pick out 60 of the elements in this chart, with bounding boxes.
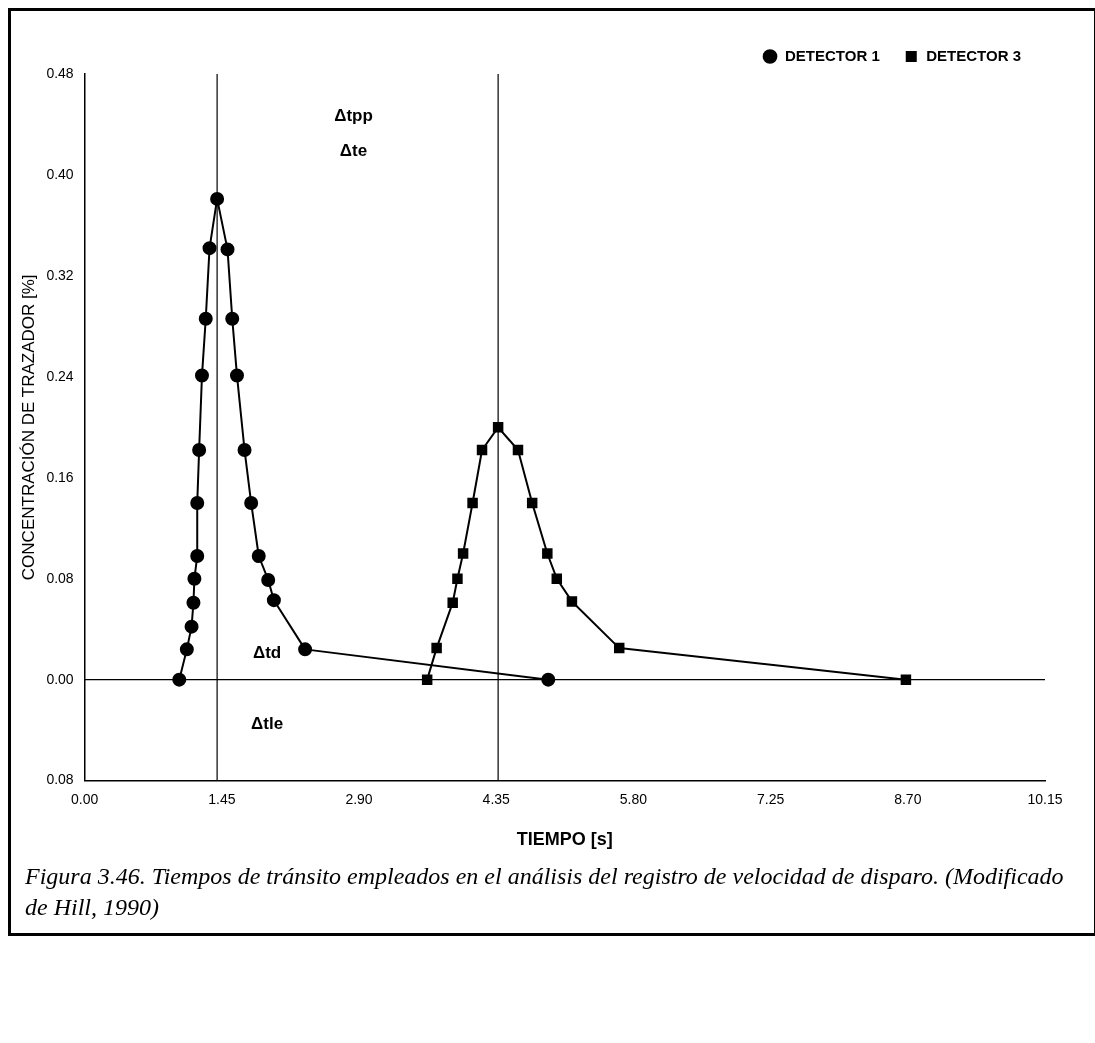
y-tick-label: 0.24 bbox=[46, 367, 74, 384]
point bbox=[261, 572, 276, 587]
legend-label: DETECTOR 3 bbox=[926, 46, 1022, 64]
point bbox=[184, 619, 199, 634]
point bbox=[452, 573, 463, 584]
point bbox=[467, 497, 478, 509]
point bbox=[192, 443, 207, 458]
point bbox=[900, 674, 912, 685]
x-tick-label: 8.70 bbox=[894, 790, 922, 807]
point bbox=[187, 571, 202, 586]
annotation: Δtle bbox=[251, 713, 284, 733]
point bbox=[447, 597, 458, 608]
point bbox=[551, 573, 563, 584]
point bbox=[526, 497, 538, 509]
point bbox=[220, 242, 235, 257]
point bbox=[198, 311, 213, 326]
point bbox=[541, 672, 556, 687]
y-tick-label: 0.08 bbox=[46, 569, 74, 586]
point bbox=[179, 642, 194, 657]
point bbox=[566, 596, 578, 607]
point bbox=[202, 241, 217, 256]
x-tick-label: 0.00 bbox=[71, 790, 99, 807]
point bbox=[421, 674, 433, 685]
point bbox=[613, 642, 625, 654]
annotation: Δte bbox=[339, 141, 368, 161]
point bbox=[512, 444, 524, 456]
legend-label: DETECTOR 1 bbox=[785, 46, 880, 64]
y-tick-label: 0.00 bbox=[46, 670, 74, 687]
point bbox=[542, 548, 553, 559]
annotation: Δtd bbox=[252, 643, 282, 663]
point bbox=[266, 593, 281, 608]
x-tick-label: 2.90 bbox=[345, 790, 373, 807]
x-tick-label: 1.45 bbox=[208, 790, 236, 807]
point bbox=[244, 496, 259, 511]
point bbox=[194, 368, 209, 383]
x-tick-label: 4.35 bbox=[482, 790, 511, 807]
x-tick-label: 7.25 bbox=[756, 790, 785, 807]
text: Figura 3.46. Tiempos de tránsito empleados en el análisis del registro de velocidad de disparo. (Modificado de Hill, 1990) bbox=[24, 862, 1065, 923]
y-axis-title: CONCENTRACIÓN DE TRAZADOR [%] bbox=[18, 274, 38, 581]
point bbox=[237, 443, 252, 458]
point bbox=[457, 548, 469, 559]
x-axis-title: TIEMPO [s] bbox=[516, 829, 613, 850]
y-tick-label: 0.48 bbox=[46, 64, 74, 81]
x-tick-label: 10.15 bbox=[1027, 790, 1063, 807]
point bbox=[225, 311, 240, 326]
point bbox=[431, 642, 442, 654]
y-tick-label: 0.16 bbox=[46, 468, 74, 485]
y-tick-label: 0.08 bbox=[46, 771, 74, 788]
point bbox=[190, 496, 205, 511]
x-tick-label: 5.80 bbox=[619, 790, 648, 807]
annotation: Δtpp bbox=[334, 106, 373, 126]
y-tick-label: 0.40 bbox=[46, 165, 74, 182]
point bbox=[298, 642, 313, 657]
point bbox=[190, 549, 205, 563]
point bbox=[229, 368, 244, 383]
point bbox=[172, 672, 187, 687]
point bbox=[186, 595, 201, 610]
point bbox=[476, 444, 488, 456]
y-tick-label: 0.32 bbox=[46, 266, 74, 283]
point bbox=[251, 549, 266, 563]
